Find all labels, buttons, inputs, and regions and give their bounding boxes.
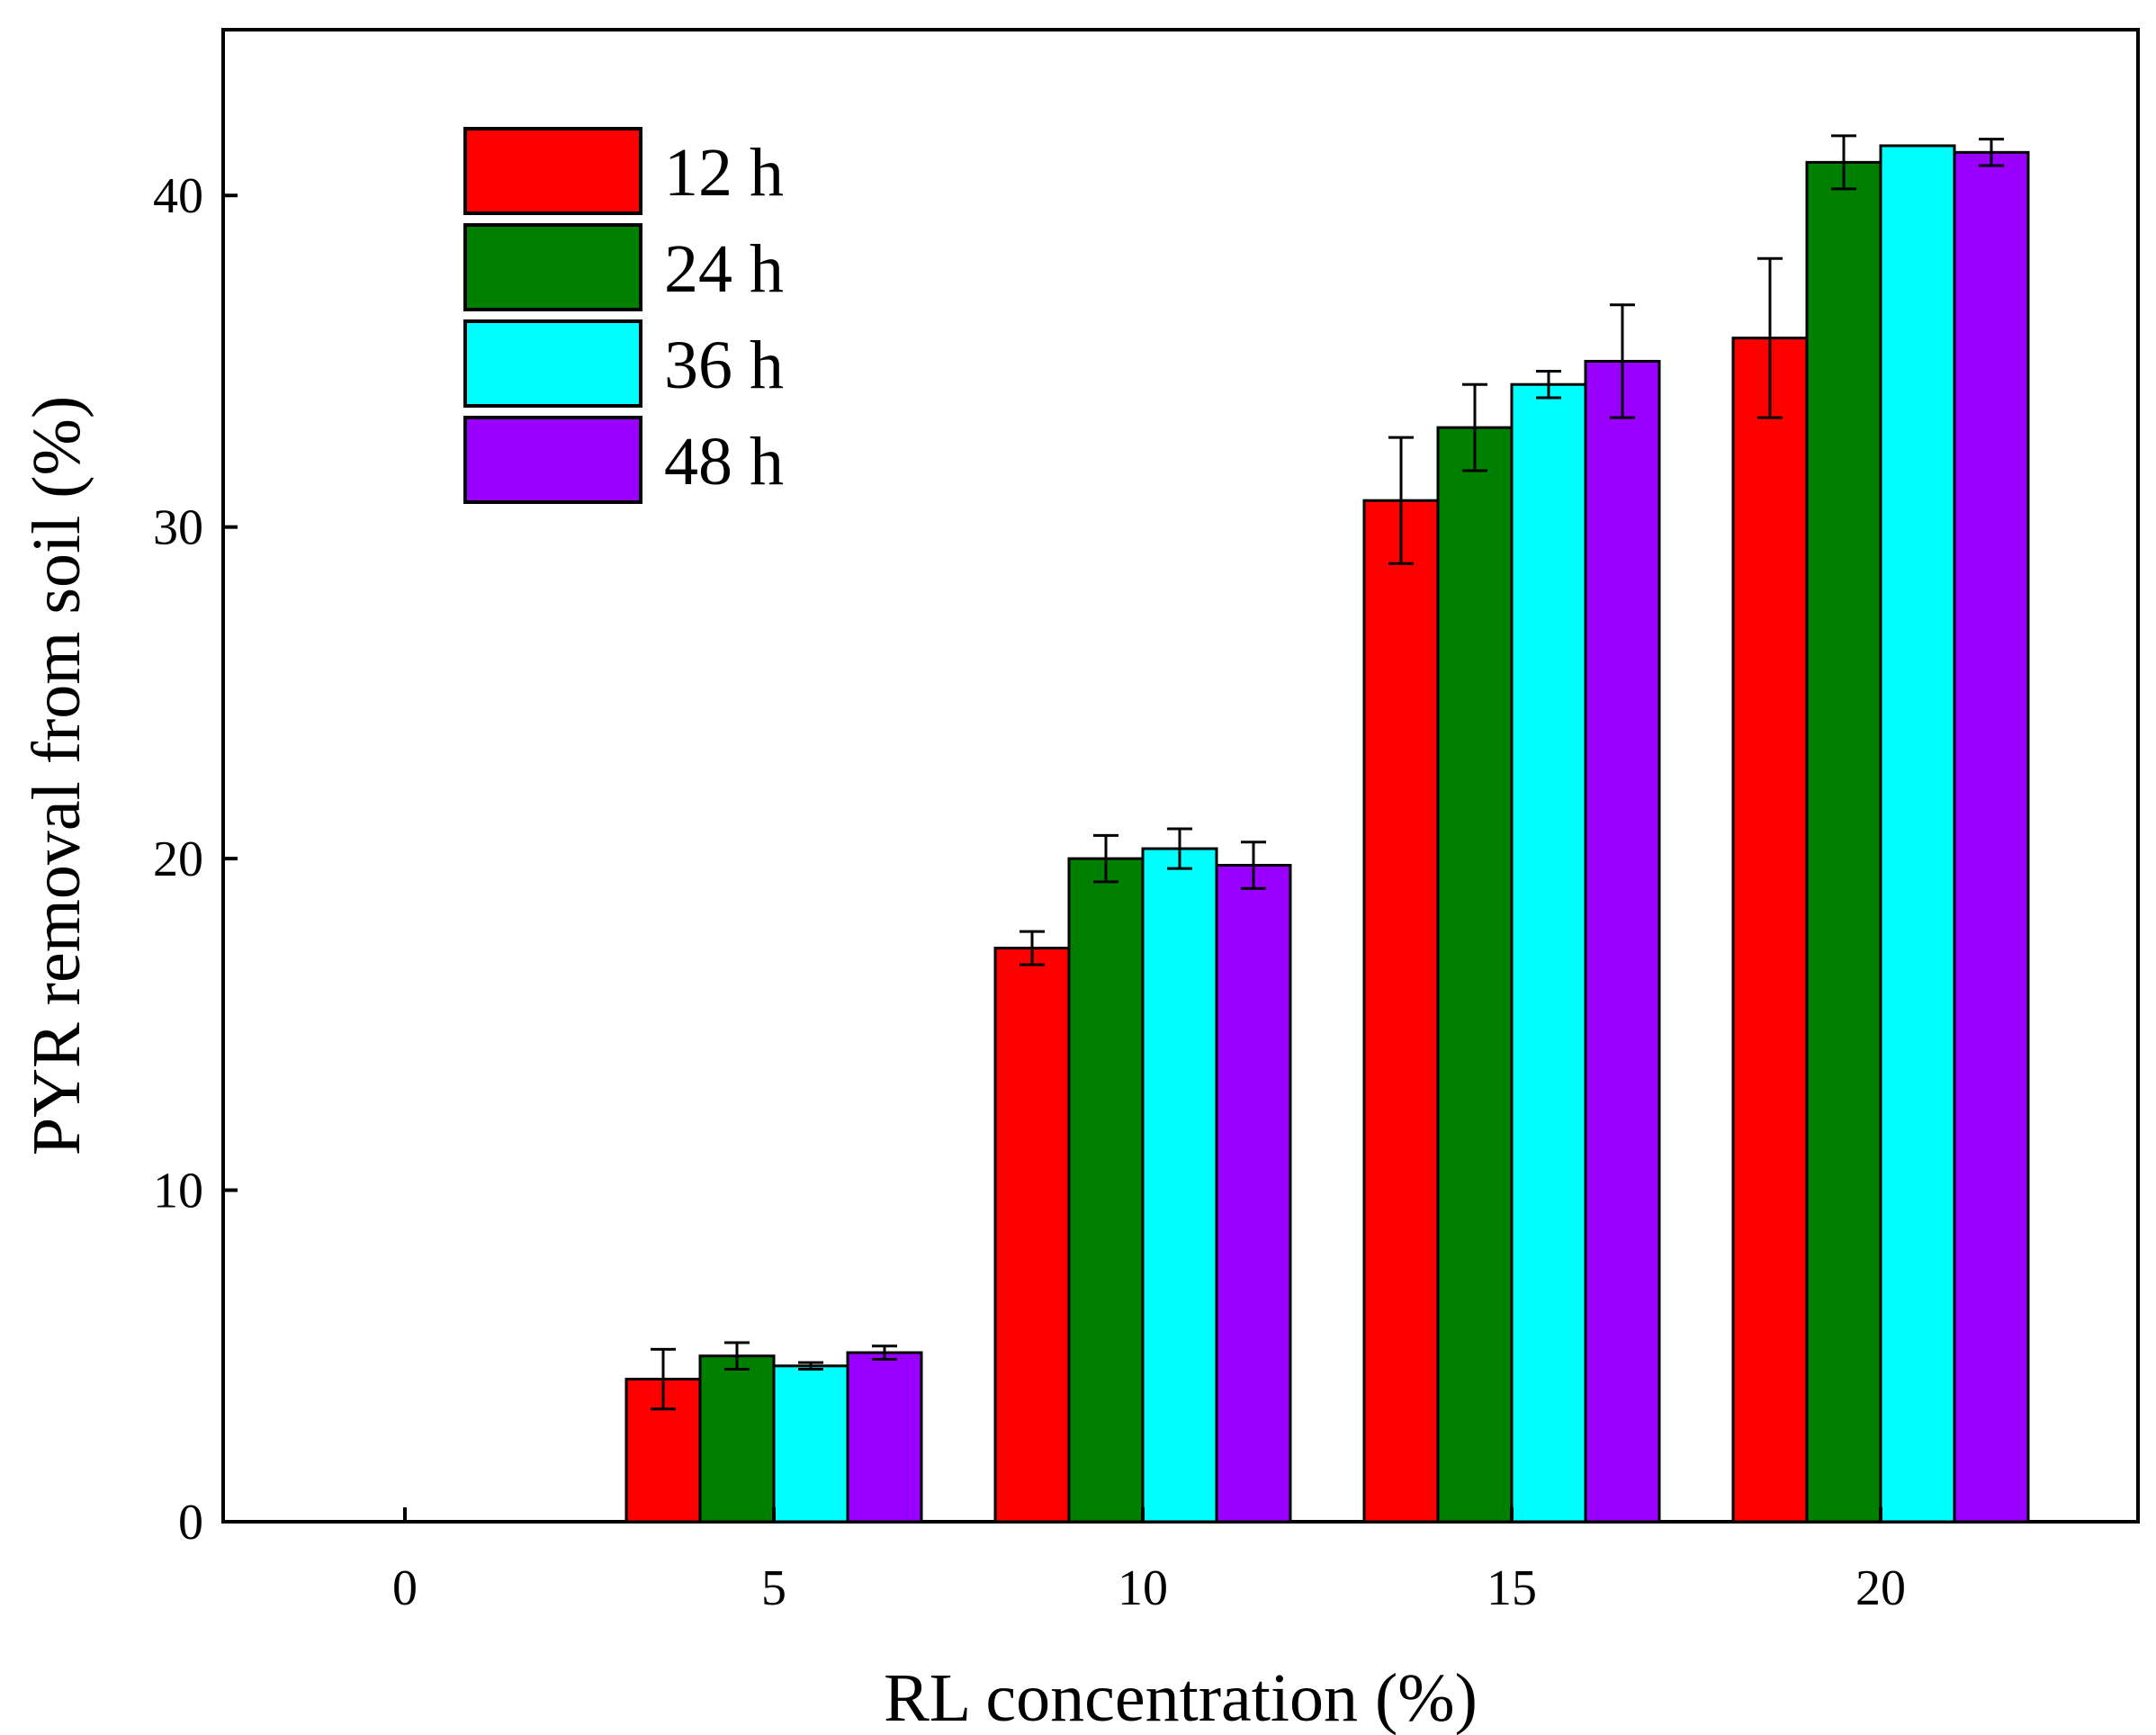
bar-36h-20 bbox=[1879, 144, 1956, 1524]
legend-swatch-24h bbox=[463, 223, 642, 311]
y-tick-label: 30 bbox=[153, 500, 203, 556]
bar-36h-10 bbox=[1141, 847, 1218, 1524]
bar-36h-5 bbox=[772, 1364, 849, 1524]
bars-group bbox=[624, 144, 2030, 1524]
error-bar-12h-15 bbox=[1388, 436, 1414, 565]
legend-swatch-12h bbox=[463, 127, 642, 215]
error-bar-48h-20 bbox=[1979, 138, 2004, 167]
legend-label: 48 h bbox=[664, 424, 784, 499]
error-bar-12h-5 bbox=[651, 1347, 676, 1411]
legend-swatch-36h bbox=[463, 319, 642, 408]
bar-48h-20 bbox=[1953, 150, 2030, 1524]
x-tick-label: 20 bbox=[1855, 1560, 1906, 1616]
error-bar-48h-5 bbox=[872, 1344, 897, 1361]
y-tick-label: 20 bbox=[153, 832, 203, 887]
error-bars-group bbox=[651, 134, 2004, 1411]
legend: 12 h 24 h 36 h 48 h bbox=[463, 127, 784, 504]
bar-48h-5 bbox=[846, 1351, 923, 1524]
bar-24h-10 bbox=[1067, 857, 1145, 1524]
error-bar-12h-20 bbox=[1757, 256, 1783, 419]
error-bar-36h-5 bbox=[798, 1361, 823, 1371]
x-tick-label: 5 bbox=[761, 1560, 786, 1616]
error-bar-24h-20 bbox=[1831, 134, 1856, 191]
bar-24h-20 bbox=[1805, 160, 1882, 1524]
y-tick-label: 0 bbox=[178, 1495, 203, 1551]
bar-12h-20 bbox=[1731, 337, 1809, 1524]
legend-label: 12 h bbox=[664, 135, 784, 211]
error-bar-12h-10 bbox=[1020, 930, 1045, 966]
bar-24h-5 bbox=[698, 1354, 776, 1524]
error-bar-24h-10 bbox=[1093, 833, 1118, 884]
x-axis: 0 5 10 15 20 bbox=[392, 1507, 1906, 1616]
bar-12h-10 bbox=[993, 947, 1071, 1524]
y-tick-label: 10 bbox=[153, 1164, 203, 1219]
x-tick-label: 0 bbox=[392, 1560, 418, 1616]
bar-48h-10 bbox=[1215, 863, 1292, 1524]
y-axis: 0 10 20 30 40 bbox=[153, 168, 238, 1551]
legend-label: 24 h bbox=[664, 231, 784, 307]
legend-swatch-48h bbox=[463, 416, 642, 504]
y-axis-title: PYR removal from soil (%) bbox=[19, 396, 94, 1155]
error-bar-24h-15 bbox=[1462, 382, 1487, 472]
error-bar-48h-15 bbox=[1610, 303, 1635, 419]
y-tick-label: 40 bbox=[153, 168, 203, 224]
bar-24h-15 bbox=[1436, 426, 1514, 1524]
legend-label: 36 h bbox=[664, 328, 784, 403]
error-bar-48h-10 bbox=[1241, 841, 1266, 890]
error-bar-24h-5 bbox=[724, 1341, 750, 1371]
bar-48h-15 bbox=[1584, 359, 1661, 1524]
bar-12h-15 bbox=[1362, 499, 1440, 1524]
error-bar-36h-10 bbox=[1167, 827, 1192, 870]
x-tick-label: 15 bbox=[1487, 1560, 1537, 1616]
x-tick-label: 10 bbox=[1118, 1560, 1168, 1616]
x-axis-title: RL concentration (%) bbox=[884, 1660, 1478, 1735]
bar-36h-15 bbox=[1510, 382, 1587, 1524]
error-bar-36h-15 bbox=[1536, 369, 1561, 400]
